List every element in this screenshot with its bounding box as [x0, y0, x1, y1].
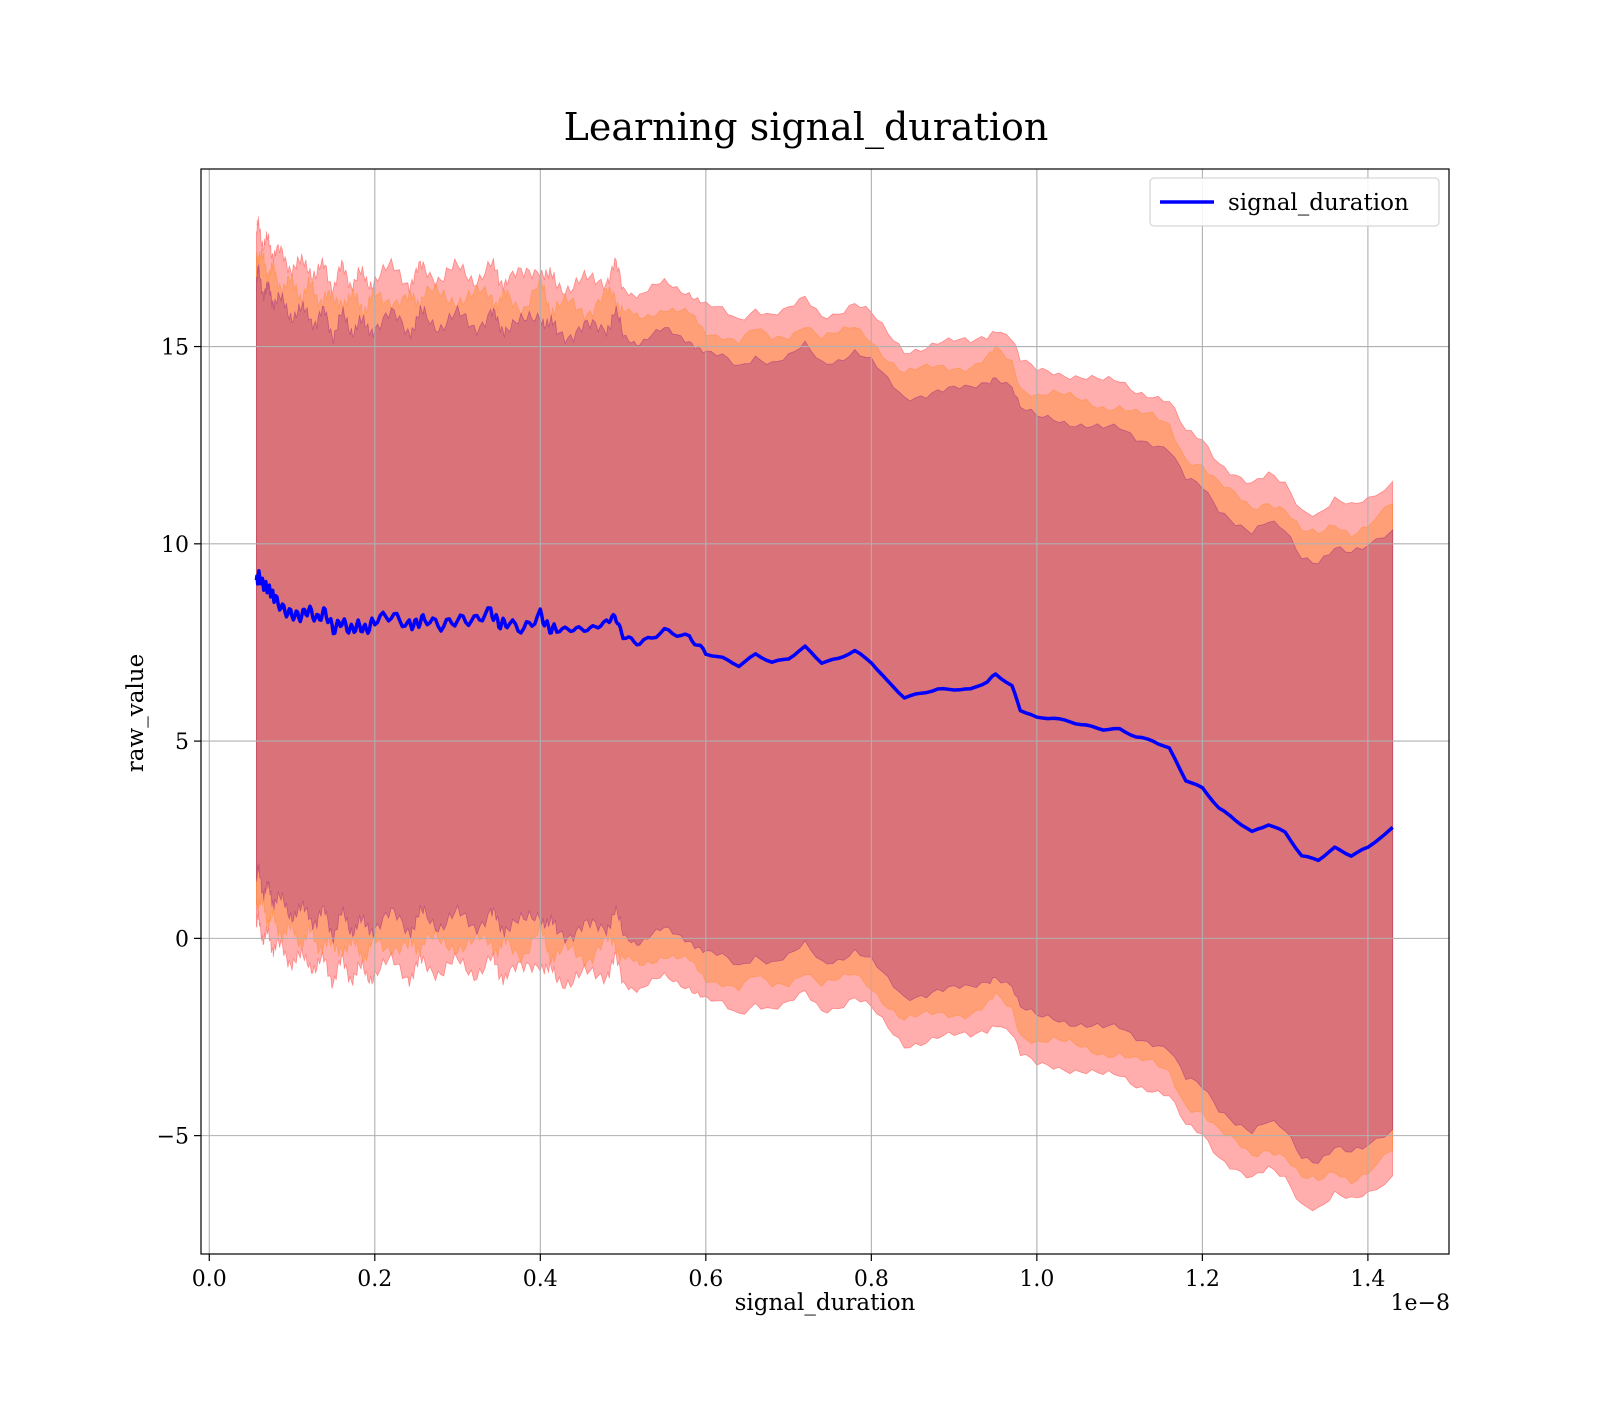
x-axis-title: signal_duration	[735, 1290, 916, 1316]
y-axis-title: raw_value	[123, 654, 149, 772]
x-tick-label: 0.6	[688, 1267, 723, 1292]
y-tick-label: 5	[175, 730, 189, 755]
chart-title: Learning signal_duration	[564, 105, 1049, 150]
series-line-layer	[254, 569, 1394, 863]
grid	[201, 169, 1449, 1254]
x-tick-label: 1.0	[1019, 1267, 1054, 1292]
x-tick-label: 0.2	[357, 1267, 392, 1292]
legend-box	[1149, 177, 1440, 227]
plot-frame	[200, 168, 1450, 1255]
series-line-signal-duration	[254, 569, 1394, 863]
x-tick-label: 0.8	[854, 1267, 889, 1292]
x-tick-label: 1.2	[1185, 1267, 1220, 1292]
y-tick-label: 0	[175, 927, 189, 952]
axis-ticks: 0.0 0.2 0.4 0.6 0.8 1.0 1.2 1.4 −5 0 5 10 15	[157, 336, 1386, 1292]
y-tick-label: 15	[161, 336, 189, 361]
x-tick-label: 0.0	[192, 1267, 227, 1292]
x-tick-label: 0.4	[523, 1267, 558, 1292]
y-tick-label: 10	[161, 533, 189, 558]
legend: signal_duration	[1149, 177, 1440, 227]
x-axis-offset-label: 1e−8	[1391, 1291, 1450, 1316]
y-tick-label: −5	[157, 1125, 189, 1150]
x-tick-label: 1.4	[1350, 1267, 1385, 1292]
legend-label: signal_duration	[1228, 190, 1409, 216]
